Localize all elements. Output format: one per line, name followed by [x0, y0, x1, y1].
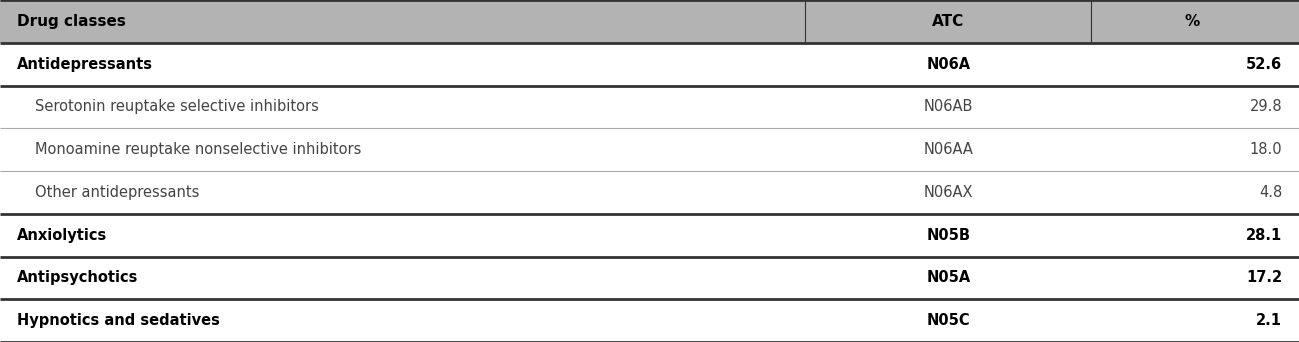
FancyBboxPatch shape [0, 214, 1299, 256]
FancyBboxPatch shape [0, 128, 1299, 171]
Text: N05B: N05B [926, 228, 970, 242]
Text: 29.8: 29.8 [1250, 100, 1282, 114]
Text: 2.1: 2.1 [1256, 313, 1282, 328]
Text: Anxiolytics: Anxiolytics [17, 228, 107, 242]
Text: Antipsychotics: Antipsychotics [17, 271, 138, 285]
FancyBboxPatch shape [0, 0, 1299, 43]
Text: Monoamine reuptake nonselective inhibitors: Monoamine reuptake nonselective inhibito… [35, 142, 361, 157]
Text: 4.8: 4.8 [1259, 185, 1282, 200]
FancyBboxPatch shape [0, 256, 1299, 299]
FancyBboxPatch shape [0, 171, 1299, 214]
Text: Hypnotics and sedatives: Hypnotics and sedatives [17, 313, 220, 328]
Text: Serotonin reuptake selective inhibitors: Serotonin reuptake selective inhibitors [35, 100, 320, 114]
Text: Other antidepressants: Other antidepressants [35, 185, 200, 200]
Text: N05A: N05A [926, 271, 970, 285]
Text: N06AB: N06AB [924, 100, 973, 114]
Text: ATC: ATC [933, 14, 964, 29]
FancyBboxPatch shape [0, 43, 1299, 86]
Text: N06AA: N06AA [924, 142, 973, 157]
Text: N05C: N05C [926, 313, 970, 328]
Text: Antidepressants: Antidepressants [17, 57, 153, 71]
Text: 17.2: 17.2 [1246, 271, 1282, 285]
Text: 52.6: 52.6 [1246, 57, 1282, 71]
Text: Drug classes: Drug classes [17, 14, 126, 29]
Text: 28.1: 28.1 [1246, 228, 1282, 242]
FancyBboxPatch shape [0, 299, 1299, 342]
Text: N06AX: N06AX [924, 185, 973, 200]
Text: 18.0: 18.0 [1250, 142, 1282, 157]
Text: N06A: N06A [926, 57, 970, 71]
Text: %: % [1185, 14, 1199, 29]
FancyBboxPatch shape [0, 86, 1299, 128]
